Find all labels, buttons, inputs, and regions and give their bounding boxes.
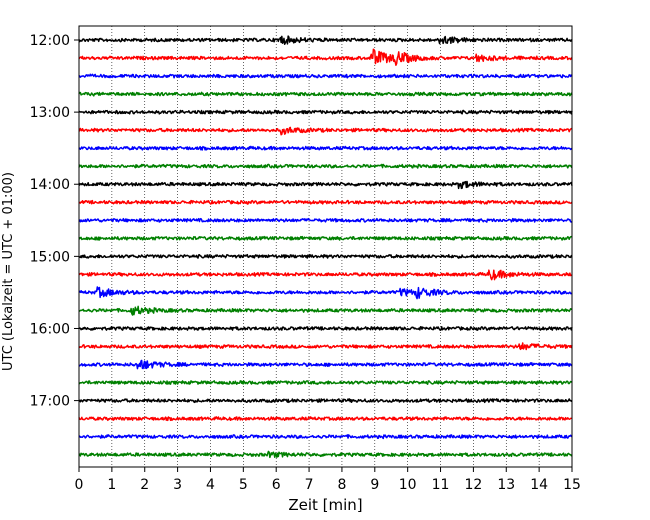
y-tick-label: 17:00	[30, 394, 70, 410]
y-tick-label: 12:00	[30, 33, 70, 49]
seismic-trace-17	[78, 342, 573, 351]
x-tick-label: 15	[563, 477, 581, 493]
x-tick-label: 13	[497, 477, 515, 493]
trace-layer	[78, 35, 573, 459]
x-tick-label: 9	[370, 477, 379, 493]
seismic-trace-15	[78, 305, 573, 316]
y-axis-label: UTC (Lokalzeit = UTC + 01:00)	[1, 172, 16, 371]
seismic-trace-13	[78, 269, 573, 281]
x-tick-label: 4	[206, 477, 215, 493]
seismic-trace-4	[78, 109, 573, 115]
y-tick-label: 13:00	[30, 105, 70, 121]
seismic-trace-10	[78, 217, 573, 223]
seismic-trace-16	[78, 326, 573, 331]
seismic-trace-21	[78, 416, 573, 422]
seismic-trace-7	[78, 163, 573, 169]
x-tick-label: 2	[140, 477, 149, 493]
x-tick-label: 1	[107, 477, 116, 493]
seismic-trace-0	[78, 35, 573, 45]
x-tick-label: 0	[75, 477, 84, 493]
seismic-trace-5	[78, 126, 573, 136]
x-axis-label: Zeit [min]	[288, 496, 362, 514]
x-tick-label: 8	[337, 477, 346, 493]
seismic-trace-22	[78, 434, 573, 440]
x-axis-ticks: 0 1 2 3 4 5 6 7 8 9 10 11 12 13 14 15	[75, 467, 581, 493]
x-tick-label: 6	[272, 477, 281, 493]
y-axis-ticks: 12:00 13:00 14:00 15:00 16:00 17:00	[30, 33, 79, 410]
x-tick-label: 3	[173, 477, 182, 493]
seismic-trace-9	[78, 199, 573, 205]
seismic-trace-14	[78, 286, 573, 300]
seismic-trace-2	[78, 73, 573, 79]
seismic-trace-11	[78, 235, 573, 241]
seismic-trace-6	[78, 145, 573, 151]
x-tick-label: 7	[305, 477, 314, 493]
seismic-trace-18	[78, 359, 573, 370]
seismic-trace-23	[78, 450, 573, 459]
x-tick-label: 14	[530, 477, 548, 493]
y-tick-label: 16:00	[30, 321, 70, 337]
seismic-trace-12	[78, 253, 573, 259]
x-tick-label: 12	[464, 477, 482, 493]
x-tick-label: 11	[432, 477, 450, 493]
seismic-trace-8	[78, 180, 573, 190]
y-tick-label: 14:00	[30, 177, 70, 193]
plot-frame	[78, 25, 573, 468]
x-tick-label: 5	[239, 477, 248, 493]
seismic-trace-1	[78, 48, 573, 66]
y-tick-label: 15:00	[30, 249, 70, 265]
seismic-trace-3	[78, 91, 573, 97]
x-tick-label: 10	[399, 477, 417, 493]
seismic-trace-19	[78, 380, 573, 386]
seismic-trace-20	[78, 398, 573, 404]
